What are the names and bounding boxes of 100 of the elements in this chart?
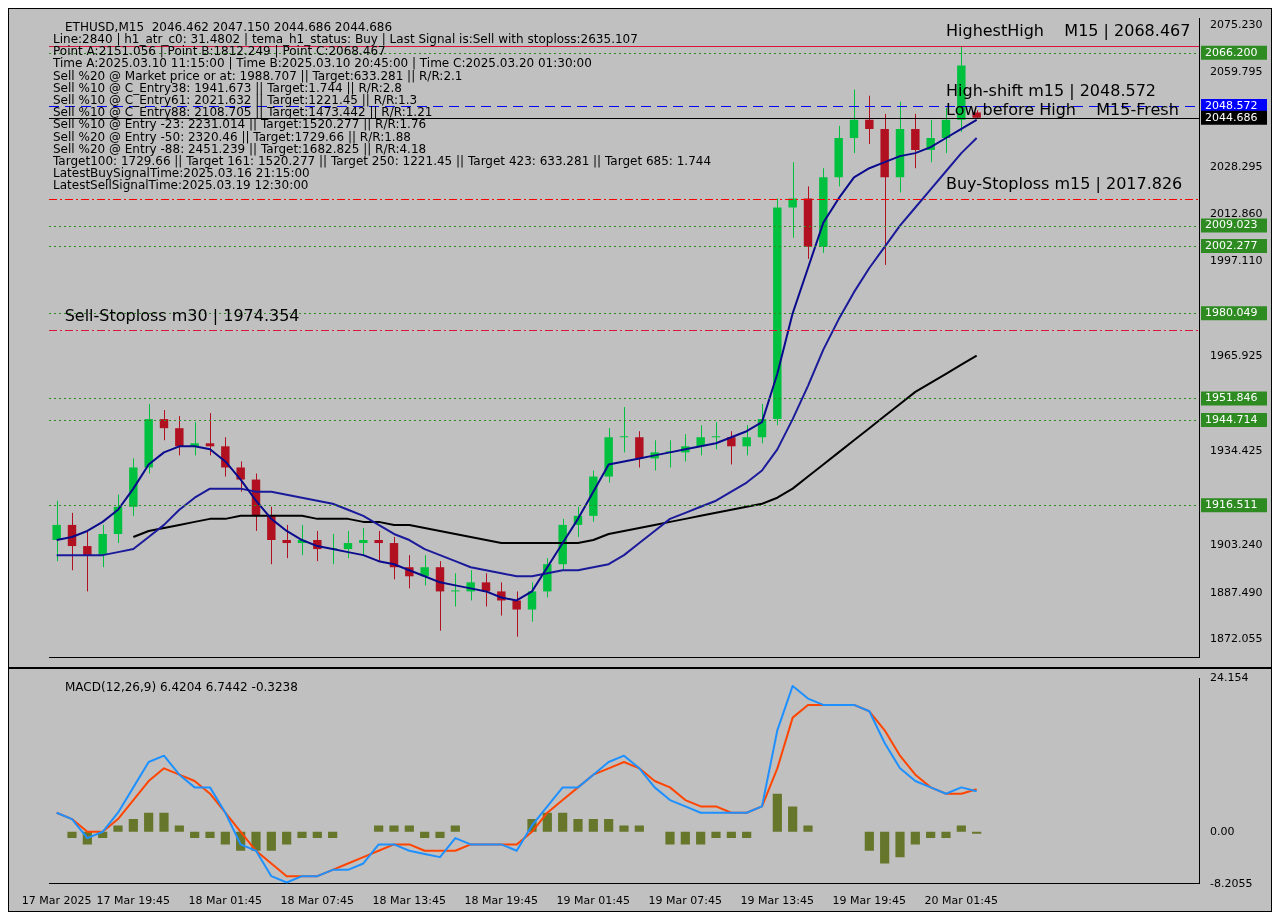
bar <box>389 825 399 832</box>
bar <box>926 831 936 839</box>
bar <box>910 831 920 845</box>
bar <box>113 825 123 832</box>
x-tick-label: 17 Mar 2025 <box>21 894 92 908</box>
y-tick-label: 1887.490 <box>1210 585 1263 599</box>
ref-line-label: 2009.023 <box>1205 218 1258 232</box>
bar <box>680 831 690 845</box>
candlestick <box>343 530 353 559</box>
bar <box>266 831 276 851</box>
ref-line-label: 1916.511 <box>1205 498 1258 512</box>
chart-title: MACD(12,26,9) 6.4204 6.7442 -0.3238 <box>65 679 298 694</box>
candlestick <box>742 424 751 456</box>
candlestick <box>98 524 107 568</box>
bar <box>588 819 598 832</box>
x-tick-label: 18 Mar 13:45 <box>372 894 447 908</box>
bar <box>404 825 414 832</box>
y-tick-label: 2028.295 <box>1210 160 1263 174</box>
annotation: Buy-Stoploss m15 | 2017.826 <box>946 174 1183 194</box>
annotation: HighestHigh M15 | 2068.467 <box>946 21 1191 41</box>
ref-line-label: 1951.846 <box>1205 391 1258 405</box>
bar <box>696 831 706 845</box>
y-tick-label: 1872.055 <box>1210 632 1263 646</box>
ref-line-label: 2066.200 <box>1205 45 1258 59</box>
ref-line-label: 2048.572 <box>1205 98 1258 112</box>
candlestick <box>865 95 874 145</box>
chart-title: ETHUSD,M15 2046.462 2047.150 2044.686 2044.686 <box>65 19 393 34</box>
bar <box>144 812 154 832</box>
candlestick <box>83 530 92 592</box>
candlestick <box>911 113 920 169</box>
y-tick-label: 2012.860 <box>1210 206 1263 220</box>
bar <box>67 831 77 839</box>
candlestick <box>711 421 721 450</box>
bar <box>542 812 552 832</box>
y-tick-label: 1903.240 <box>1210 538 1263 552</box>
candlestick <box>205 412 215 456</box>
candlestick <box>282 524 291 559</box>
candlestick <box>159 409 169 441</box>
candlestick <box>635 430 644 468</box>
bar <box>374 825 384 832</box>
bar <box>619 825 629 832</box>
bar <box>772 793 782 832</box>
bar <box>420 831 430 839</box>
ref-line-label: 1980.049 <box>1205 306 1258 320</box>
y-tick-label: 2059.795 <box>1210 64 1263 78</box>
candlestick <box>175 415 184 456</box>
annotation: Sell-Stoploss m30 | 1974.354 <box>64 305 300 325</box>
bar <box>880 831 890 864</box>
bar <box>956 825 966 832</box>
candlestick <box>374 530 383 562</box>
y-tick-label: 1934.425 <box>1210 443 1263 457</box>
x-tick-label: 18 Mar 01:45 <box>188 894 263 908</box>
y-tick-label: 1965.925 <box>1210 348 1263 362</box>
bar <box>312 831 322 839</box>
annotation: LatestSellSignalTime:2025.03.19 12:30:00 <box>53 178 309 193</box>
bar <box>711 831 721 839</box>
x-tick-label: 19 Mar 07:45 <box>648 894 723 908</box>
candlestick <box>420 554 429 586</box>
y-tick-label: -8.2055 <box>1210 876 1253 890</box>
x-tick-label: 18 Mar 19:45 <box>464 894 539 908</box>
x-tick-label: 19 Mar 13:45 <box>740 894 815 908</box>
annotation: LatestBuySignalTime:2025.03.16 21:15:00 <box>53 166 310 181</box>
bar <box>864 831 874 851</box>
candlestick <box>52 500 61 562</box>
ref-line-label: 1944.714 <box>1205 412 1258 426</box>
bar <box>573 819 583 832</box>
y-tick-label: 0.00 <box>1210 824 1235 838</box>
bar <box>174 825 184 832</box>
candlestick <box>696 424 705 456</box>
bar <box>435 831 445 839</box>
bar <box>220 831 230 845</box>
y-tick-label: 24.154 <box>1210 671 1249 685</box>
bar <box>742 831 752 839</box>
candlestick <box>451 572 460 608</box>
bar <box>297 831 307 839</box>
ref-line-label: 2002.277 <box>1205 238 1258 252</box>
bar <box>895 831 905 858</box>
bar <box>665 831 675 845</box>
bar <box>282 831 292 845</box>
bar <box>450 825 460 832</box>
x-tick-label: 19 Mar 19:45 <box>832 894 907 908</box>
candlestick <box>849 89 859 154</box>
x-tick-label: 18 Mar 07:45 <box>280 894 355 908</box>
bar <box>726 831 736 839</box>
x-tick-label: 20 Mar 01:45 <box>924 894 999 908</box>
bar <box>328 831 338 839</box>
y-tick-label: 1997.110 <box>1210 254 1263 268</box>
bar <box>788 806 798 832</box>
annotation: Line:2840 | h1_atr_c0: 31.4802 | tema_h1_status: Buy | Last Signal is:Sell with stoploss:2635.107 <box>53 31 638 46</box>
x-tick-label: 17 Mar 19:45 <box>96 894 171 908</box>
ref-line-label: 2044.686 <box>1205 110 1258 124</box>
bar <box>941 831 951 839</box>
bar <box>803 825 813 832</box>
candlestick <box>527 581 537 623</box>
candlestick <box>359 527 368 556</box>
candlestick <box>512 590 521 638</box>
bar <box>159 812 169 832</box>
candlestick <box>788 161 797 239</box>
bar <box>205 831 215 839</box>
candlestick <box>619 406 629 453</box>
